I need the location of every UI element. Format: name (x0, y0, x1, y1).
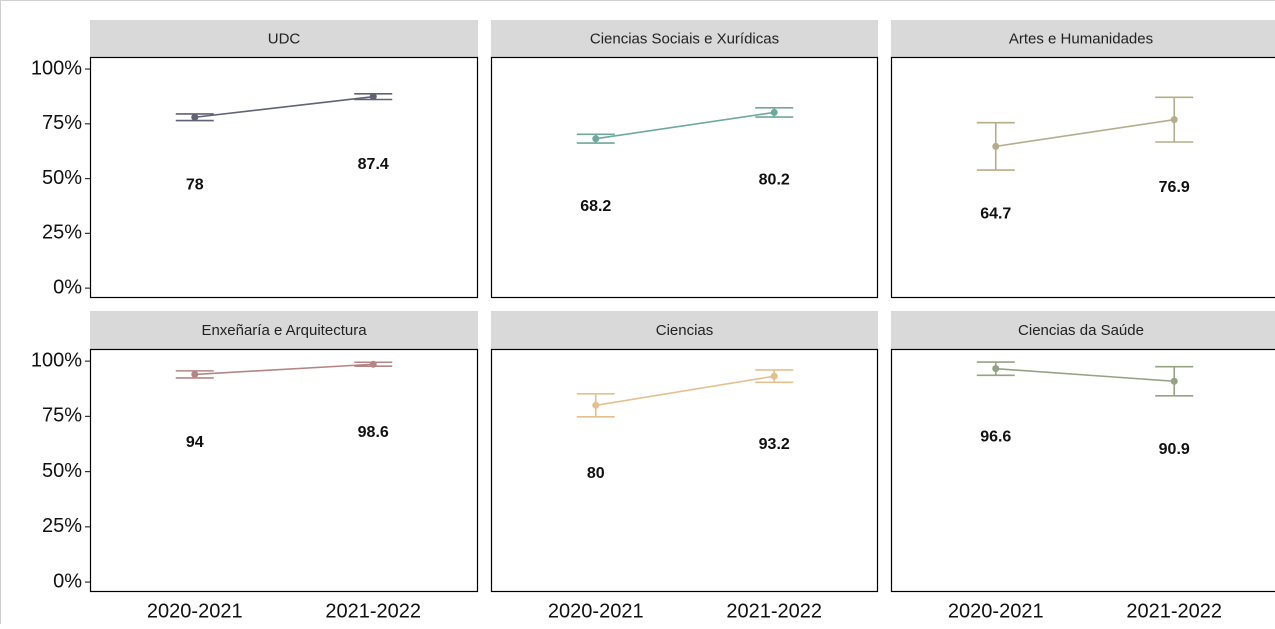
value-label: 90.9 (1159, 441, 1190, 458)
facet-title: Ciencias Sociais e Xurídicas (590, 30, 779, 47)
y-tick-label: 50% (42, 460, 82, 482)
y-tick-label: 75% (42, 112, 82, 134)
point (370, 361, 377, 368)
facet-title: UDC (268, 30, 301, 47)
panel (492, 58, 878, 298)
facet-title: Ciencias da Saúde (1018, 322, 1144, 339)
panel (892, 58, 1275, 298)
point (191, 114, 198, 121)
value-label: 80 (587, 465, 605, 482)
x-tick-label: 2021-2022 (726, 600, 822, 622)
point (992, 365, 999, 372)
x-tick-label: 2020-2021 (548, 600, 644, 622)
facet-title: Ciencias (656, 322, 714, 339)
facet-title: Artes e Humanidades (1009, 30, 1153, 47)
y-tick-label: 25% (42, 222, 82, 244)
x-tick-label: 2021-2022 (325, 600, 421, 622)
value-label: 87.4 (358, 156, 389, 173)
line (596, 376, 774, 405)
facet-title: Enxeñaría e Arquitectura (201, 322, 367, 339)
panel (892, 350, 1275, 592)
panel (492, 350, 878, 592)
point (771, 109, 778, 116)
line (195, 97, 373, 118)
line (996, 120, 1174, 147)
value-label: 80.2 (759, 172, 790, 189)
line (195, 364, 373, 374)
x-tick-label: 2020-2021 (948, 600, 1044, 622)
line (996, 369, 1174, 382)
value-label: 68.2 (580, 198, 611, 215)
value-label: 76.9 (1159, 179, 1190, 196)
y-tick-label: 25% (42, 515, 82, 537)
panel (91, 350, 478, 592)
value-label: 96.6 (980, 428, 1011, 445)
point (370, 93, 377, 100)
panel (91, 58, 478, 298)
point (592, 402, 599, 409)
point (191, 371, 198, 378)
point (992, 143, 999, 150)
y-tick-label: 100% (31, 349, 82, 371)
x-tick-label: 2020-2021 (147, 600, 243, 622)
y-tick-label: 50% (42, 167, 82, 189)
x-tick-label: 2021-2022 (1126, 600, 1222, 622)
value-label: 64.7 (980, 206, 1011, 223)
point (1171, 116, 1178, 123)
y-tick-label: 0% (53, 570, 82, 592)
value-label: 93.2 (759, 436, 790, 453)
y-tick-label: 75% (42, 405, 82, 427)
y-tick-label: 100% (31, 57, 82, 79)
point (1171, 378, 1178, 385)
line (596, 112, 774, 138)
point (771, 373, 778, 380)
value-label: 94 (186, 434, 204, 451)
value-label: 78 (186, 176, 204, 193)
point (592, 135, 599, 142)
value-label: 98.6 (358, 424, 389, 441)
y-tick-label: 0% (53, 276, 82, 298)
